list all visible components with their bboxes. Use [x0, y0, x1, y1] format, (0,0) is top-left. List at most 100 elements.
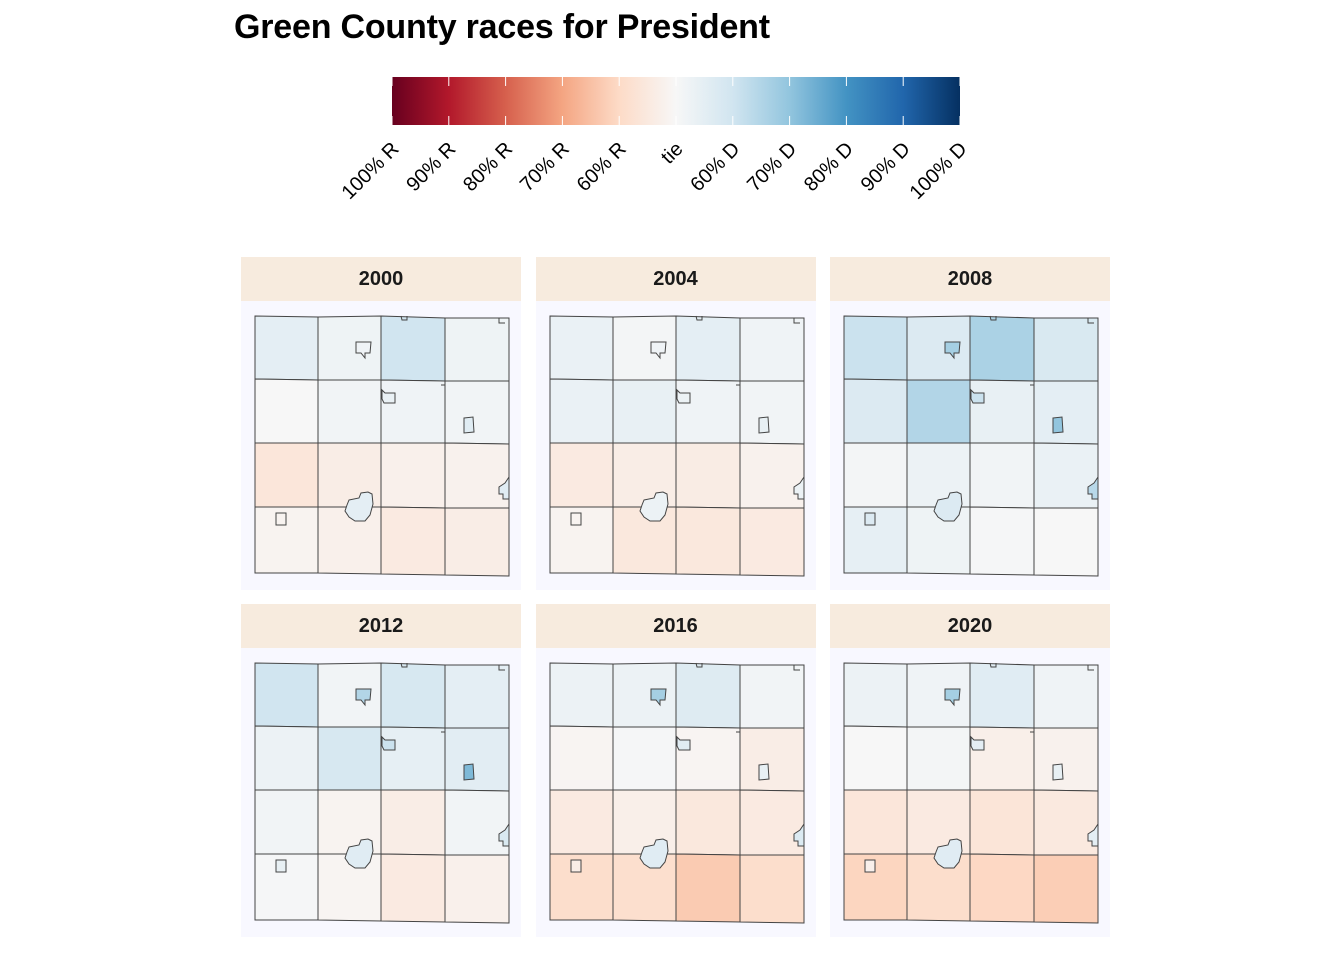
township-r3c3 [675, 442, 740, 509]
panel-strip-label: 2020 [830, 604, 1110, 648]
panel-strip-label: 2004 [535, 257, 816, 301]
boundary-notch [1087, 318, 1094, 324]
town-southwest [570, 859, 581, 873]
panel-strip-label: 2008 [830, 257, 1110, 301]
township-r3c4 [739, 442, 804, 509]
township-r4c4 [739, 854, 804, 924]
town-edge [1087, 475, 1099, 500]
township-r1c1 [254, 315, 319, 381]
town-southwest [570, 512, 581, 526]
township-r1c2 [906, 662, 971, 728]
panel-strip-label: 2016 [535, 604, 816, 648]
township-r4c3 [969, 853, 1035, 923]
boundary-notch [498, 665, 505, 671]
town-edge [498, 822, 510, 847]
township-r4c4 [1033, 854, 1099, 924]
legend-label: 90% R [402, 138, 460, 196]
legend-label: tie [657, 138, 687, 168]
township-r4c4 [1033, 507, 1099, 577]
panel-2008: 2008 [830, 257, 1110, 590]
panel-strip-label: 2012 [241, 604, 521, 648]
legend-label: 80% D [800, 138, 858, 196]
panel-2004: 2004 [535, 257, 816, 590]
township-r2c2 [906, 726, 971, 791]
township-r1c3 [675, 662, 740, 729]
town-north [650, 341, 667, 360]
boundary-notch [735, 381, 740, 386]
legend-label: 70% D [743, 138, 801, 196]
township-r2c4 [739, 727, 804, 792]
township-r4c4 [444, 854, 510, 924]
township-r1c2 [906, 315, 971, 381]
township-r3c1 [843, 789, 908, 855]
township-r2c3 [380, 726, 446, 791]
boundary-notch [793, 318, 800, 324]
boundary-notch [498, 318, 505, 324]
town-east-north [676, 735, 690, 751]
township-r2c2 [612, 726, 676, 791]
township-r2c2 [317, 379, 382, 444]
town-east-north [970, 388, 985, 404]
panel-2016: 2016 [535, 604, 816, 937]
county-map [549, 662, 804, 924]
town-north [944, 688, 961, 707]
boundary-notch [1087, 665, 1094, 671]
panel-2012: 2012 [241, 604, 521, 937]
town-east [463, 416, 475, 434]
town-east-north [676, 388, 690, 404]
panel-2020: 2020 [830, 604, 1110, 937]
county-map [549, 315, 804, 577]
panel-2000: 2000 [241, 257, 521, 590]
town-east [1052, 763, 1064, 781]
town-central [638, 838, 669, 869]
township-r3c3 [969, 789, 1035, 856]
county-map [843, 662, 1099, 924]
county-map [843, 315, 1099, 577]
township-r3c1 [254, 789, 319, 855]
township-r3c4 [739, 789, 804, 856]
town-edge [498, 475, 510, 500]
boundary-notch [1030, 728, 1035, 733]
boundary-notch [400, 662, 408, 668]
town-edge [793, 475, 804, 500]
township-r1c2 [317, 315, 382, 381]
town-east-north [381, 735, 396, 751]
county-map [254, 315, 510, 577]
township-r1c1 [843, 315, 908, 381]
township-r4c3 [380, 853, 446, 923]
legend-label: 60% R [573, 138, 631, 196]
town-north [355, 688, 372, 707]
town-central [933, 838, 963, 869]
county-map [254, 662, 510, 924]
township-r1c3 [675, 315, 740, 382]
township-r3c3 [969, 442, 1035, 509]
town-edge [1087, 822, 1099, 847]
township-r2c4 [444, 727, 510, 792]
township-r1c3 [969, 315, 1035, 382]
township-r2c1 [843, 725, 908, 791]
township-r2c1 [843, 378, 908, 444]
township-r1c1 [549, 662, 613, 728]
town-east-north [381, 388, 396, 404]
township-r2c4 [444, 380, 510, 445]
legend-label: 70% R [516, 138, 574, 196]
town-edge [793, 822, 804, 847]
legend-label: 100% R [338, 138, 404, 204]
township-r2c4 [739, 380, 804, 445]
boundary-notch [441, 381, 446, 386]
boundary-notch [793, 665, 800, 671]
township-r3c4 [444, 789, 510, 856]
town-southwest [275, 859, 287, 873]
township-r4c3 [675, 853, 740, 923]
boundary-notch [735, 728, 740, 733]
township-r2c1 [549, 725, 613, 791]
township-r2c1 [254, 725, 319, 791]
town-southwest [275, 512, 287, 526]
town-east [758, 416, 770, 434]
boundary-notch [400, 315, 408, 321]
township-r4c4 [444, 507, 510, 577]
town-north [944, 341, 961, 360]
township-r1c3 [969, 662, 1035, 729]
